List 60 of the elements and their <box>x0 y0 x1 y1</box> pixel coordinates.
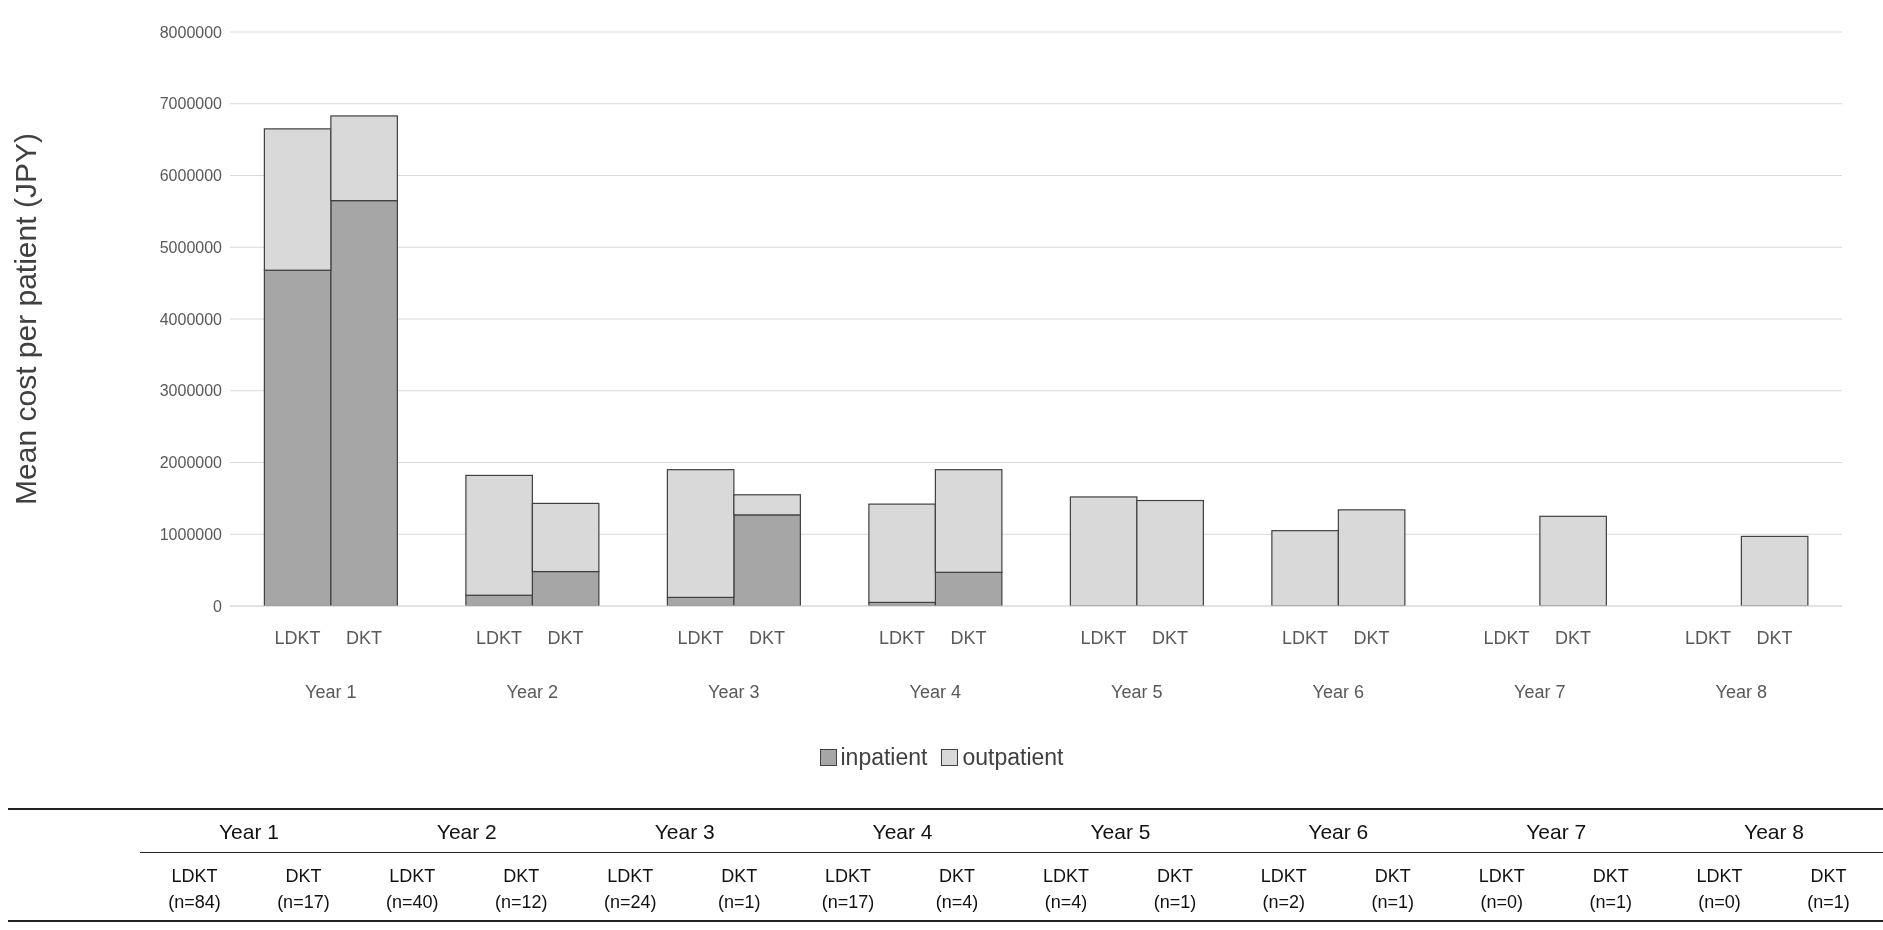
x-tick-label: LDKT <box>677 628 724 648</box>
text: Year 3 <box>653 820 716 844</box>
text: LDKT (n=40) <box>385 865 440 914</box>
y-tick-label: 8000000 <box>159 23 223 41</box>
text: DKT (n=1) <box>716 865 762 914</box>
y-tick-label: 4000000 <box>159 310 223 328</box>
y-tick-label: 7000000 <box>159 95 223 113</box>
text: DKT (n=1) <box>1806 865 1851 914</box>
text: Year 1 <box>217 820 280 844</box>
text: DKT (n=1) <box>1588 865 1633 914</box>
x-tick-label: LDKT <box>274 628 321 648</box>
x-tick-label: LDKT <box>1080 628 1127 648</box>
x-tick-label: DKT <box>547 628 584 648</box>
text: Year 2 <box>505 682 559 703</box>
text: Year 6 <box>1307 820 1370 844</box>
x-tick-label: LDKT <box>475 628 523 648</box>
x-tick-label: LDKT <box>1281 628 1329 648</box>
y-tick-label: 6000000 <box>159 167 223 185</box>
text: LDKT (n=4) <box>1041 865 1090 914</box>
text: Year 2 <box>435 820 498 844</box>
x-tick-label: DKT <box>1152 628 1188 648</box>
text: Year 8 <box>1714 682 1768 703</box>
x-tick-label: DKT <box>1756 628 1793 648</box>
text: Year 8 <box>1743 820 1806 844</box>
text: DKT (n=1) <box>1152 865 1198 914</box>
text: LDKT (n=2) <box>1259 865 1308 914</box>
text: LDKT (n=0) <box>1477 865 1526 914</box>
x-tick-label: DKT <box>950 628 987 648</box>
x-tick-label: DKT <box>749 628 785 648</box>
x-tick-label: DKT <box>1555 628 1591 648</box>
text: Year 6 <box>1311 682 1365 703</box>
text: DKT (n=12) <box>494 865 549 914</box>
y-tick-label: 2000000 <box>159 454 223 472</box>
legend-label: outpatient <box>961 744 1064 771</box>
y-tick-label: 0 <box>213 597 223 615</box>
y-tick-label: 1000000 <box>159 525 223 543</box>
x-tick-label: LDKT <box>1684 628 1732 648</box>
x-tick-label: LDKT <box>1483 628 1530 648</box>
y-tick-label: 5000000 <box>159 238 223 256</box>
text: Year 7 <box>1525 820 1588 844</box>
x-tick-label: DKT <box>1353 628 1390 648</box>
x-tick-label: LDKT <box>878 628 926 648</box>
text: DKT (n=1) <box>1370 865 1416 914</box>
legend-label: inpatient <box>839 744 928 771</box>
x-tick-label: DKT <box>346 628 382 648</box>
text: DKT (n=17) <box>276 865 331 914</box>
text: LDKT (n=84) <box>167 865 222 914</box>
text: Year 7 <box>1513 682 1567 703</box>
text: DKT (n=4) <box>934 865 980 914</box>
text: LDKT (n=0) <box>1695 865 1744 914</box>
y-axis-title: Mean cost per patient (JPY) <box>8 133 42 505</box>
text: Year 4 <box>871 820 934 844</box>
text: Year 1 <box>304 682 358 703</box>
text: Year 3 <box>707 682 761 703</box>
text: Year 5 <box>1089 820 1152 844</box>
text: LDKT (n=24) <box>602 865 658 914</box>
y-tick-label: 3000000 <box>159 382 223 400</box>
text: LDKT (n=17) <box>820 865 876 914</box>
text: Year 4 <box>908 682 962 703</box>
text: Year 5 <box>1110 682 1164 703</box>
